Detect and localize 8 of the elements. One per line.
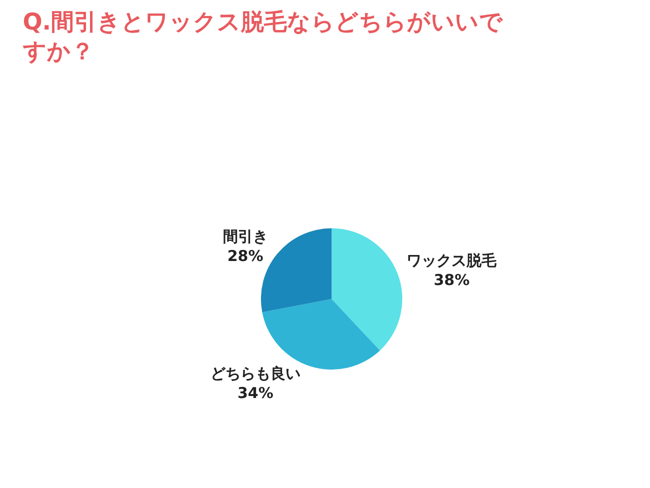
data-label: 38% — [434, 271, 470, 290]
slice-label: ワックス脱毛 — [406, 252, 498, 270]
slice-label: どちらも良い — [210, 364, 300, 382]
data-label: 28% — [227, 247, 264, 266]
data-label: 34% — [237, 384, 274, 402]
slice-label: 間引き — [222, 228, 268, 246]
pie-slice — [332, 228, 402, 350]
chart-title: Q.間引きとワックス脱毛ならどちらがいいですか？ — [22, 9, 504, 66]
